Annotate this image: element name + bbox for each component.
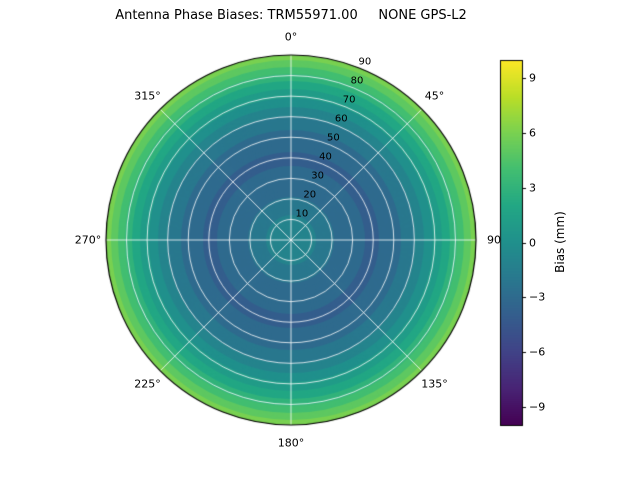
theta-tick-label: 0°	[284, 30, 298, 44]
theta-tick-label: 315°	[134, 89, 161, 103]
radial-tick-label: 60	[334, 113, 348, 125]
radial-tick-label: 80	[350, 75, 364, 87]
theta-tick-label: 180°	[277, 436, 305, 450]
theta-tick-label: 45°	[424, 89, 445, 103]
colorbar-axis-label: Bias (mm)	[553, 211, 567, 273]
theta-tick-label: 225°	[134, 377, 161, 391]
theta-tick-label: 135°	[421, 377, 448, 391]
colorbar-tick-label: 3	[529, 181, 536, 195]
chart-title: Antenna Phase Biases: TRM55971.00 NONE G…	[115, 8, 467, 23]
colorbar-tick-label: −6	[529, 345, 546, 359]
colorbar-tick-label: −9	[529, 400, 546, 414]
radial-tick-label: 20	[303, 189, 317, 201]
radial-tick-label: 70	[342, 94, 356, 106]
theta-tick-label: 90	[487, 233, 501, 247]
colorbar-tick-label: −3	[529, 290, 546, 304]
radial-tick-label: 30	[311, 170, 325, 182]
colorbar-tick-label: 6	[529, 126, 536, 140]
radial-tick-label: 90	[358, 56, 372, 68]
radial-tick-label: 10	[295, 208, 309, 220]
radial-tick-label: 40	[319, 151, 332, 163]
theta-tick-label: 270°	[74, 233, 102, 247]
colorbar-tick-label: 9	[529, 71, 536, 85]
radial-tick-label: 50	[327, 132, 340, 144]
colorbar-tick-label: 0	[529, 236, 536, 249]
